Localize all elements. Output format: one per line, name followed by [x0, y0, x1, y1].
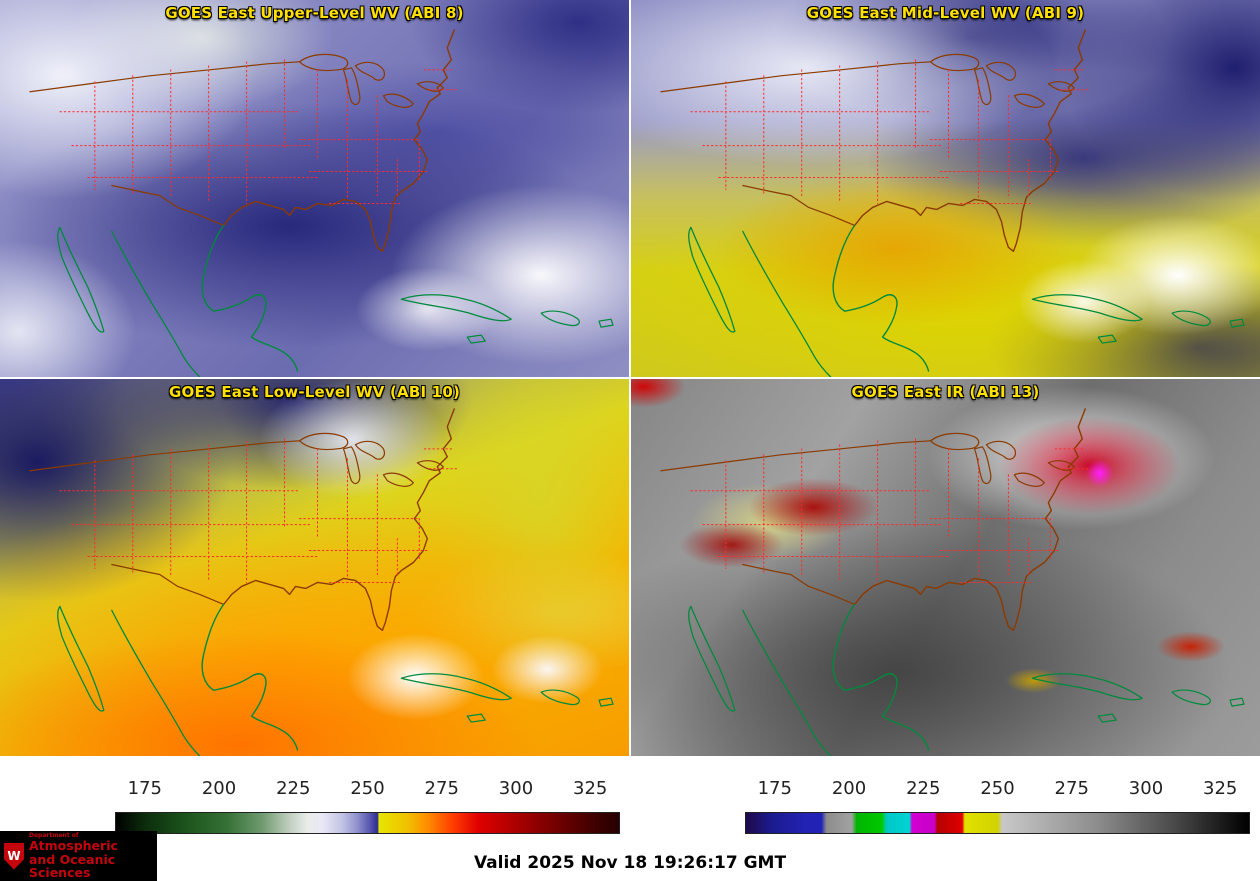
colorbar-tick: 250: [350, 778, 385, 799]
panel-title-low-level-wv: GOES East Low-Level WV (ABI 10): [168, 383, 461, 401]
panel-mid-level-wv: GOES East Mid-Level WV (ABI 9): [631, 0, 1260, 377]
colorbar-tick: 200: [831, 778, 867, 799]
panel-title-upper-level-wv: GOES East Upper-Level WV (ABI 8): [165, 4, 464, 22]
ir-colorbar-ticks: 175 200 225 250 275 300 325: [745, 778, 1250, 802]
footer: Valid 2025 Nov 18 19:26:17 GMT: [0, 848, 1260, 881]
wv-colorbar-ticks: 175 200 225 250 275 300 325: [115, 778, 620, 802]
panel-title-mid-level-wv: GOES East Mid-Level WV (ABI 9): [806, 4, 1085, 22]
ir-colorbar: 175 200 225 250 275 300 325: [630, 756, 1260, 848]
colorbar-tick: 200: [201, 778, 237, 799]
valid-time-label: Valid 2025 Nov 18 19:26:17 GMT: [473, 853, 787, 873]
map-overlay: [29, 408, 614, 756]
uw-crest-icon: W: [4, 842, 24, 870]
logo-dept-line: Department of: [29, 832, 79, 840]
colorbar-tick: 325: [573, 778, 608, 799]
map-overlay: [660, 29, 1245, 377]
colorbar-tick: 275: [1054, 778, 1089, 799]
map-overlay: [29, 29, 614, 377]
logo-line1: Atmospheric: [29, 838, 118, 854]
colorbar-tick: 275: [424, 778, 459, 799]
panel-grid: GOES East Upper-Level WV (ABI 8) GOES Ea…: [0, 0, 1260, 756]
map-overlay: [660, 408, 1245, 756]
uw-aos-logo: W Department of Atmospheric and Oceanic …: [0, 831, 157, 881]
colorbar-tick: 250: [980, 778, 1015, 799]
colorbar-tick: 175: [757, 778, 792, 799]
logo-line2: and Oceanic Sciences: [29, 851, 116, 880]
colorbar-tick: 175: [127, 778, 162, 799]
colorbar-tick: 300: [1128, 778, 1164, 799]
colorbar-zone: 175 200 225 250 275 300 325 175 200 225 …: [0, 756, 1260, 848]
ir-colorbar-gradient: [745, 812, 1250, 834]
colorbar-tick: 225: [906, 778, 941, 799]
colorbar-tick: 325: [1203, 778, 1238, 799]
colorbar-tick: 300: [498, 778, 534, 799]
panel-upper-level-wv: GOES East Upper-Level WV (ABI 8): [0, 0, 629, 377]
panel-ir: GOES East IR (ABI 13): [631, 379, 1260, 756]
colorbar-tick: 225: [276, 778, 311, 799]
wv-colorbar: 175 200 225 250 275 300 325: [0, 756, 630, 848]
panel-title-ir: GOES East IR (ABI 13): [851, 383, 1040, 401]
panel-low-level-wv: GOES East Low-Level WV (ABI 10): [0, 379, 629, 756]
wv-colorbar-gradient: [115, 812, 620, 834]
logo-text: Department of Atmospheric and Oceanic Sc…: [29, 832, 153, 880]
